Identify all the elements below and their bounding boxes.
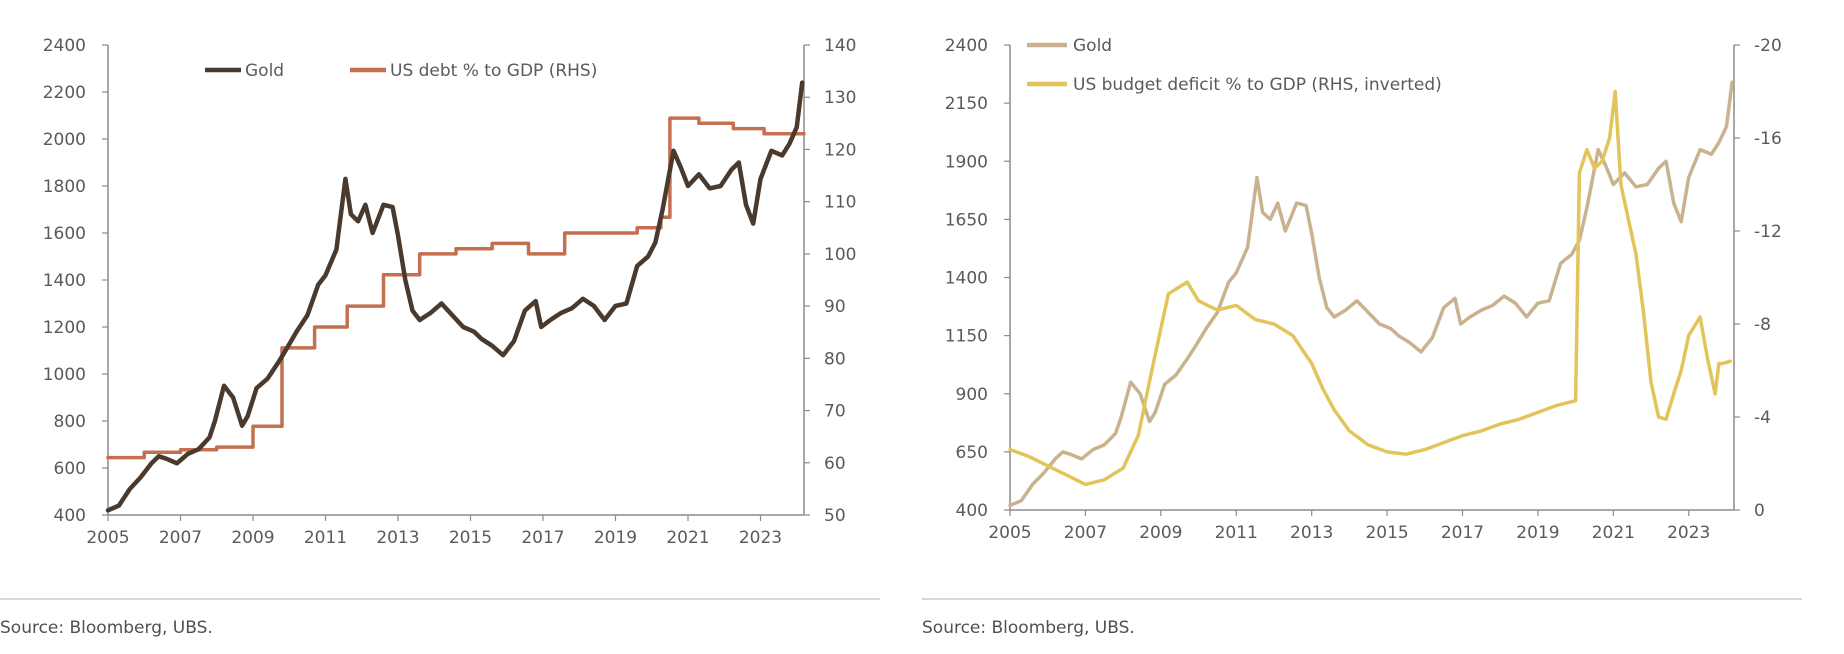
left-y-tick-label: 2000 — [43, 130, 86, 150]
legend: Gold US debt % to GDP (RHS) — [205, 61, 597, 81]
right-y-tick-label: 130 — [824, 88, 856, 108]
source-divider — [0, 598, 880, 600]
x-tick-label: 2005 — [86, 528, 129, 548]
right-y-tick-label: 110 — [824, 193, 856, 213]
legend-label: US budget deficit % to GDP (RHS, inverte… — [1073, 75, 1442, 95]
left-y-tick-label: 1150 — [945, 327, 988, 347]
legend-label: Gold — [245, 61, 284, 81]
left-y-tick-label: 1400 — [43, 271, 86, 291]
left-y-tick-label: 1600 — [43, 224, 86, 244]
left-y-tick-label: 1400 — [945, 269, 988, 289]
x-tick-label: 2023 — [739, 528, 782, 548]
right-y-tick-label: -12 — [1754, 222, 1782, 242]
x-tick-label: 2021 — [1592, 523, 1635, 543]
left-y-tick-label: 1650 — [945, 210, 988, 230]
x-tick-label: 2017 — [1441, 523, 1484, 543]
x-tick-label: 2011 — [304, 528, 347, 548]
right-y-tick-label: -8 — [1754, 315, 1771, 335]
x-tick-label: 2013 — [376, 528, 419, 548]
right-y-tick-label: 70 — [824, 402, 846, 422]
x-tick-label: 2023 — [1667, 523, 1710, 543]
right-y-tick-label: 120 — [824, 140, 856, 160]
x-tick-label: 2009 — [1139, 523, 1182, 543]
left-y-tick-label: 1200 — [43, 318, 86, 338]
x-tick-label: 2017 — [521, 528, 564, 548]
x-tick-label: 2007 — [1064, 523, 1107, 543]
left-y-tick-label: 800 — [54, 412, 86, 432]
series-line-gold — [1008, 80, 1734, 508]
x-tick-label: 2019 — [594, 528, 637, 548]
x-tick-label: 2009 — [231, 528, 274, 548]
right-y-tick-label: 140 — [824, 36, 856, 56]
x-tick-label: 2013 — [1290, 523, 1333, 543]
left-y-tick-label: 1000 — [43, 365, 86, 385]
right-y-tick-label: -16 — [1754, 129, 1782, 149]
right-y-tick-label: -20 — [1754, 36, 1782, 56]
chart-right: 400 650 900 1150 1400 1650 1900 2150 2400 0 -4 -8 -1… — [945, 36, 1782, 543]
source-note: Source: Bloomberg, UBS. — [0, 618, 213, 638]
legend-label: Gold — [1073, 36, 1112, 56]
left-y-tick-label: 400 — [956, 501, 988, 521]
left-y-tick-label: 1900 — [945, 152, 988, 172]
x-tick-label: 2011 — [1215, 523, 1258, 543]
right-y-tick-label: 60 — [824, 454, 846, 474]
x-tick-label: 2015 — [1365, 523, 1408, 543]
legend: Gold US budget deficit % to GDP (RHS, inv… — [1027, 36, 1442, 95]
series-line-gold — [105, 80, 805, 513]
left-y-tick-label: 2400 — [43, 36, 86, 56]
source-divider — [922, 598, 1802, 600]
left-y-tick-label: 650 — [956, 443, 988, 463]
left-y-tick-label: 2400 — [945, 36, 988, 56]
x-tick-label: 2019 — [1516, 523, 1559, 543]
series-line-us-deficit — [1008, 89, 1732, 487]
right-y-tick-label: 0 — [1754, 501, 1765, 521]
x-tick-label: 2005 — [988, 523, 1031, 543]
axes: 400 600 800 1000 1200 1400 1600 1800 2000 2200 240… — [43, 36, 857, 548]
left-y-tick-label: 400 — [54, 506, 86, 526]
right-y-tick-label: 50 — [824, 506, 846, 526]
series-lines — [105, 80, 806, 513]
left-y-tick-label: 900 — [956, 385, 988, 405]
axes: 400 650 900 1150 1400 1650 1900 2150 2400 0 -4 -8 -1… — [945, 36, 1782, 543]
x-tick-label: 2007 — [159, 528, 202, 548]
left-y-tick-label: 2150 — [945, 94, 988, 114]
x-tick-label: 2021 — [666, 528, 709, 548]
left-y-tick-label: 600 — [54, 459, 86, 479]
chart-panel-left: 400 600 800 1000 1200 1400 1600 1800 2000 2200 240… — [0, 0, 900, 654]
left-y-tick-label: 1800 — [43, 177, 86, 197]
right-y-tick-label: -4 — [1754, 408, 1771, 428]
series-line-us-debt — [106, 116, 806, 460]
x-tick-label: 2015 — [449, 528, 492, 548]
legend-label: US debt % to GDP (RHS) — [390, 61, 597, 81]
left-y-tick-label: 2200 — [43, 83, 86, 103]
right-y-tick-label: 80 — [824, 349, 846, 369]
series-lines — [1008, 80, 1734, 508]
source-note: Source: Bloomberg, UBS. — [922, 618, 1135, 638]
chart-panel-right: 400 650 900 1150 1400 1650 1900 2150 2400 0 -4 -8 -1… — [922, 0, 1844, 654]
right-y-tick-label: 90 — [824, 297, 846, 317]
chart-left: 400 600 800 1000 1200 1400 1600 1800 2000 2200 240… — [43, 36, 857, 548]
right-y-tick-label: 100 — [824, 245, 856, 265]
